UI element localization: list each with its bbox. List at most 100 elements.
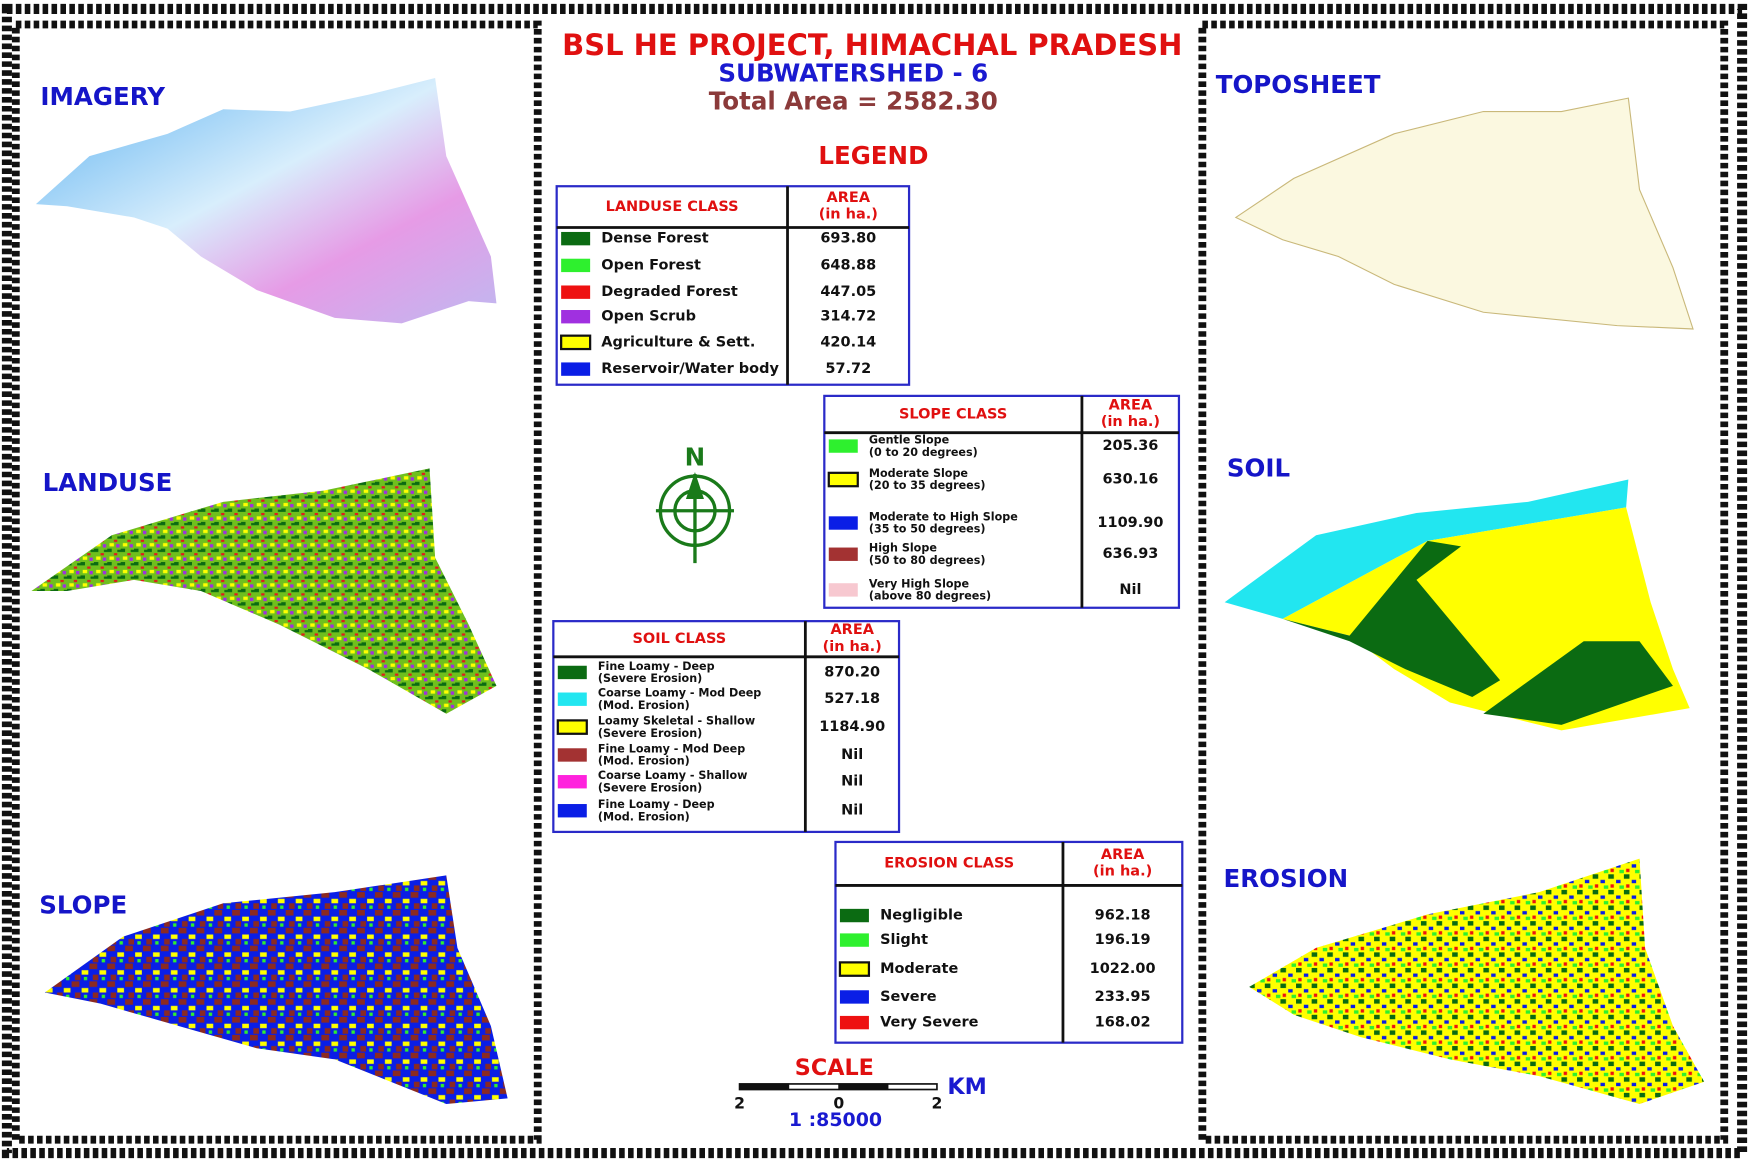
area-value: Nil — [841, 774, 863, 790]
class-label: (above 80 degrees) — [869, 590, 991, 603]
class-label: Fine Loamy - Deep — [598, 798, 715, 811]
table-header: (in ha.) — [1093, 864, 1152, 880]
panel-label: TOPOSHEET — [1216, 70, 1381, 99]
legend-swatch — [556, 719, 588, 735]
area-value: Nil — [841, 803, 863, 819]
north-label: N — [685, 442, 706, 471]
class-label: Very Severe — [880, 1015, 979, 1031]
class-label: High Slope — [869, 542, 937, 555]
legend-swatch — [827, 471, 859, 488]
class-label: Moderate — [880, 961, 958, 977]
table-header: EROSION CLASS — [884, 856, 1014, 872]
area-value: 527.18 — [824, 691, 880, 707]
toposheet-map — [1234, 97, 1694, 330]
class-label: Negligible — [880, 908, 963, 924]
legend-swatch — [561, 285, 591, 299]
total-area: Total Area = 2582.30 — [709, 87, 998, 116]
class-label: Coarse Loamy - Shallow — [598, 769, 748, 782]
panel-label: SOIL — [1227, 453, 1290, 482]
legend-swatch — [561, 362, 591, 376]
subtitle: SUBWATERSHED - 6 — [718, 59, 988, 88]
scale-unit: KM — [947, 1074, 986, 1100]
class-label: (0 to 20 degrees) — [869, 446, 978, 459]
area-value: Nil — [841, 747, 863, 763]
table-header: AREA — [830, 622, 874, 638]
legend-swatch — [560, 334, 592, 351]
class-label: (35 to 50 degrees) — [869, 523, 986, 536]
legend-swatch — [557, 748, 587, 762]
area-value: 1022.00 — [1090, 961, 1156, 977]
title: BSL HE PROJECT, HIMACHAL PRADESH — [562, 28, 1182, 62]
class-label: Moderate to High Slope — [869, 510, 1018, 523]
area-value: 1109.90 — [1097, 515, 1163, 531]
legend-swatch — [557, 665, 587, 680]
slope-map — [44, 875, 508, 1105]
legend-swatch — [828, 439, 858, 453]
table-header: LANDUSE CLASS — [606, 199, 739, 215]
legend-swatch — [839, 990, 869, 1004]
class-label: Open Scrub — [601, 309, 696, 325]
class-label: (Mod. Erosion) — [598, 755, 690, 768]
area-value: 962.18 — [1095, 908, 1151, 924]
area-value: 1184.90 — [819, 719, 885, 735]
area-value: 233.95 — [1095, 989, 1151, 1005]
panel-label: SLOPE — [39, 891, 127, 920]
panel-label: LANDUSE — [43, 468, 173, 497]
area-value: 630.16 — [1102, 472, 1158, 488]
legend-swatch — [839, 933, 869, 947]
legend-swatch — [839, 1015, 869, 1030]
north-arrow — [655, 472, 734, 564]
class-label: (Severe Erosion) — [598, 672, 702, 685]
scale-title: SCALE — [795, 1055, 874, 1081]
class-label: Agriculture & Sett. — [601, 334, 755, 350]
class-label: Open Forest — [601, 257, 701, 273]
area-value: 447.05 — [820, 284, 876, 300]
class-label: (Severe Erosion) — [598, 781, 702, 794]
area-value: 420.14 — [820, 334, 876, 350]
area-value: 196.19 — [1095, 932, 1151, 948]
landuse-map — [31, 468, 497, 714]
table-header: SOIL CLASS — [632, 631, 726, 647]
table-header: (in ha.) — [823, 639, 882, 655]
class-label: Severe — [880, 989, 937, 1005]
legend-swatch — [557, 804, 587, 818]
legend-swatch — [828, 547, 858, 561]
legend-swatch — [561, 231, 591, 246]
legend-swatch — [828, 516, 858, 530]
legend-swatch — [557, 775, 587, 789]
scale-tick: 2 — [932, 1095, 943, 1113]
class-label: Moderate Slope — [869, 467, 969, 480]
legend-swatch — [561, 310, 591, 324]
scale-tick: 0 — [833, 1095, 844, 1113]
area-value: 648.88 — [820, 257, 876, 273]
area-value: 314.72 — [820, 309, 876, 325]
table-header: AREA — [1109, 397, 1153, 413]
scale-tick: 2 — [734, 1095, 745, 1113]
area-value: 870.20 — [824, 664, 880, 680]
panel-label: EROSION — [1224, 864, 1349, 893]
table-frame — [555, 185, 911, 386]
area-value: Nil — [1119, 582, 1141, 598]
legend-swatch — [561, 258, 591, 273]
erosion-map — [1249, 858, 1705, 1105]
legend-title: LEGEND — [818, 141, 928, 170]
scale-ratio: 1 :85000 — [789, 1109, 882, 1131]
table-header: AREA — [1101, 847, 1145, 863]
table-header: (in ha.) — [819, 207, 878, 223]
area-value: 205.36 — [1102, 438, 1158, 454]
class-label: Fine Loamy - Deep — [598, 660, 715, 673]
panel-label: IMAGERY — [40, 82, 165, 111]
class-label: Very High Slope — [869, 577, 970, 590]
table-header: (in ha.) — [1101, 414, 1160, 430]
table-frame — [834, 840, 1184, 1044]
area-value: 693.80 — [820, 231, 876, 247]
table-header: AREA — [827, 190, 871, 206]
class-label: Dense Forest — [601, 231, 708, 247]
soil-map — [1224, 479, 1690, 731]
imagery-map — [35, 78, 497, 324]
area-value: 168.02 — [1095, 1015, 1151, 1031]
class-label: Degraded Forest — [601, 284, 738, 300]
area-value: 57.72 — [825, 361, 871, 377]
